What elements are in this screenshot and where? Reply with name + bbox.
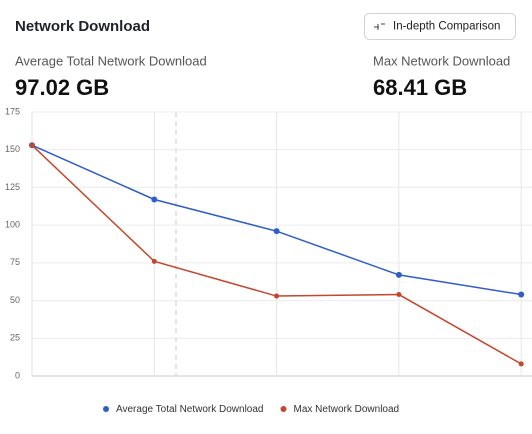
stat-value: 68.41 GB: [373, 75, 467, 100]
stat-value: 97.02 GB: [15, 75, 109, 100]
button-label[interactable]: In-depth Comparison: [393, 21, 500, 33]
button-icon: [374, 23, 385, 30]
y-tick-label: 100: [5, 220, 20, 230]
legend-label: Max Network Download: [294, 404, 400, 415]
data-point: [518, 291, 525, 298]
data-point: [518, 361, 524, 367]
y-tick-label: 50: [10, 295, 20, 305]
data-point: [29, 142, 35, 148]
stat-label: Average Total Network Download: [15, 53, 207, 68]
y-tick-label: 0: [15, 370, 20, 380]
stat-label: Max Network Download: [373, 53, 510, 68]
y-tick-label: 25: [10, 333, 20, 343]
data-point: [151, 196, 158, 203]
y-tick-label: 125: [5, 182, 20, 192]
data-point: [395, 271, 402, 278]
legend-marker: [280, 406, 287, 412]
legend-label: Average Total Network Download: [116, 404, 264, 415]
comparison-button[interactable]: [364, 13, 516, 40]
data-point: [396, 292, 402, 298]
data-point: [151, 258, 157, 264]
card-title: Network Download: [15, 18, 150, 35]
data-point: [273, 228, 280, 235]
legend-marker: [103, 406, 109, 412]
y-tick-label: 175: [5, 106, 20, 116]
y-tick-label: 75: [10, 257, 20, 267]
data-point: [274, 293, 280, 299]
y-tick-label: 150: [5, 144, 20, 154]
